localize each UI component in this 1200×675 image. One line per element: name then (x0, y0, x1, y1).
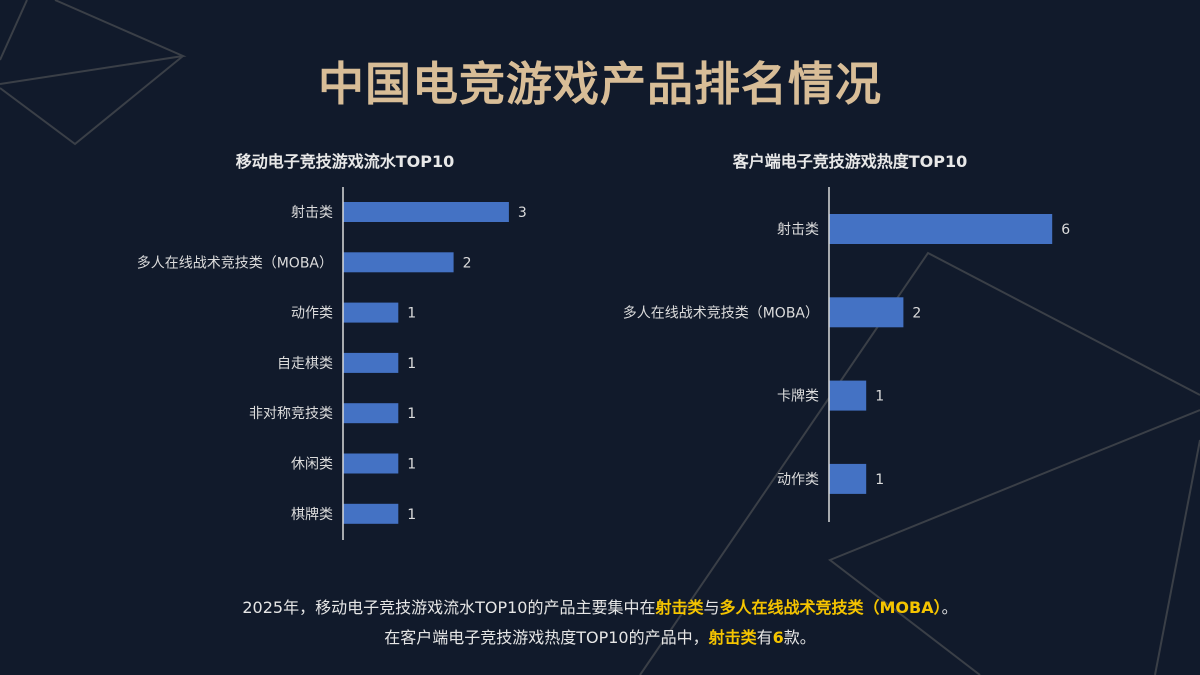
category-label: 自走棋类 (277, 356, 333, 372)
value-label: 1 (407, 457, 416, 473)
value-label: 1 (407, 507, 416, 523)
category-label: 射击类 (291, 205, 333, 221)
bar (343, 403, 399, 424)
value-label: 1 (407, 306, 416, 322)
note-highlight: 射击类 (708, 628, 757, 647)
deco-line (0, 0, 28, 61)
chart-title-mobile: 移动电子竞技游戏流水TOP10 (235, 152, 455, 171)
value-label: 1 (407, 356, 416, 372)
note-text: 2025年，移动电子竞技游戏流水TOP10的产品主要集中在 (242, 598, 656, 617)
deco-line (0, 55, 184, 146)
value-label: 2 (463, 255, 472, 271)
value-label: 3 (518, 205, 527, 221)
value-label: 1 (875, 389, 884, 405)
deco-line (639, 251, 1200, 675)
bar (343, 352, 399, 373)
bar (829, 214, 1053, 244)
value-label: 2 (912, 305, 921, 321)
category-label: 射击类 (777, 222, 819, 238)
note-highlight: 6 (772, 628, 784, 647)
note-text: 款。 (783, 628, 816, 647)
category-label: 动作类 (291, 306, 333, 322)
bar (829, 297, 904, 328)
bar (343, 202, 509, 222)
category-label: 休闲类 (291, 457, 333, 473)
chart-title-client: 客户端电子竞技游戏热度TOP10 (732, 152, 968, 171)
page-title: 中国电竞游戏产品排名情况 (318, 57, 882, 111)
bar (343, 252, 454, 273)
bar (829, 463, 867, 494)
summary-line-1: 2025年，移动电子竞技游戏流水TOP10的产品主要集中在射击类与多人在线战术竞… (0, 594, 1200, 618)
deco-line (828, 409, 1200, 675)
category-label: 多人在线战术竞技类（MOBA） (623, 304, 819, 321)
category-label: 多人在线战术竞技类（MOBA） (137, 254, 333, 271)
note-text: 与 (703, 598, 720, 617)
bar (343, 503, 399, 524)
category-label: 卡牌类 (777, 388, 819, 405)
bar (829, 380, 867, 411)
value-label: 1 (875, 472, 884, 488)
bar (343, 302, 399, 323)
note-highlight: 射击类 (655, 598, 704, 617)
category-label: 动作类 (777, 472, 819, 488)
note-highlight: 多人在线战术竞技类（MOBA） (719, 598, 942, 617)
value-label: 1 (407, 406, 416, 422)
deco-line (1154, 439, 1200, 675)
note-text: 有 (756, 628, 773, 647)
bar (343, 453, 399, 474)
note-text: 在客户端电子竞技游戏热度TOP10的产品中， (384, 628, 709, 647)
note-text: 。 (941, 598, 958, 617)
category-label: 非对称竞技类 (249, 405, 333, 422)
category-label: 棋牌类 (291, 506, 333, 523)
value-label: 6 (1061, 222, 1070, 238)
summary-line-2: 在客户端电子竞技游戏热度TOP10的产品中，射击类有6款。 (0, 624, 1200, 648)
